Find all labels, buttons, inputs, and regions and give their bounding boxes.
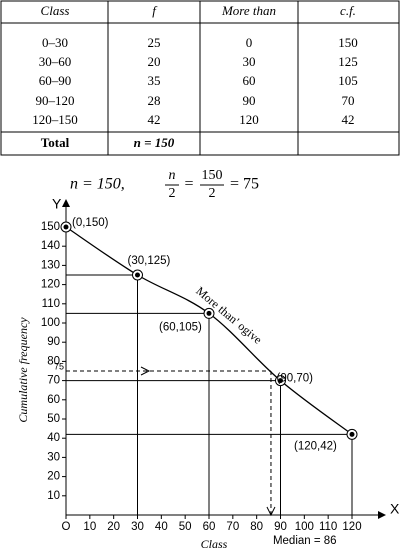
header-cell: Class [41,3,70,18]
chart: X Y O 10 20 30 40 50 60 70 80 90 100 110 120 10 20 30 40 50… [16,196,400,551]
point [63,224,69,230]
half-n-label: 75 [54,361,64,371]
point-label: (0,150) [72,217,109,229]
x-tick-label: 40 [155,521,168,533]
table-cell: 70 [342,93,355,108]
x-axis-label: Class [201,537,228,551]
x-tick-label: 120 [342,521,361,533]
total-label: Total [41,135,70,150]
y-tick-label: 30 [47,451,60,463]
table-cell: 105 [338,73,358,88]
table-cell: 60–90 [39,73,72,88]
point [349,431,355,437]
y-tick-label: 10 [47,490,60,502]
point-label: (60,105) [159,321,202,333]
x-tick-label: 70 [226,521,239,533]
x-tick-label: 110 [319,521,337,533]
header-cell: f [152,3,158,18]
table-cell: 42 [342,112,355,127]
x-tick-label: 50 [179,521,192,533]
table-cell: 60 [243,73,256,88]
table-cell: 125 [338,54,358,69]
frac-num: 150 [202,168,223,183]
table-cell: 30–60 [39,54,72,69]
point-label: (90,70) [277,373,314,385]
frac-den: 2 [169,186,176,201]
table-cell: 90–120 [36,93,75,108]
y-tick-label: 50 [47,413,60,425]
table-cell: 35 [148,73,161,88]
point-label: (30,125) [128,255,171,267]
y-tick-label: 150 [41,221,60,233]
y-tick-label: 60 [47,394,60,406]
x-tick-label: 100 [295,521,314,533]
y-tick-label: 20 [47,471,60,483]
formula-n: n = 150, [70,176,125,193]
point [278,378,283,384]
arrow-head [266,506,276,517]
x-tick-label: 60 [203,521,216,533]
x-tick-label: 90 [274,521,287,533]
y-tick-label: 120 [41,279,60,291]
header-cell: c.f. [340,3,356,18]
y-tick-label: 140 [41,240,60,252]
table-cell: 0 [246,35,253,50]
table: Total n = 150 [0,0,400,156]
y-axis-label: Cumulative frequency [16,317,30,423]
y-tick-label: 130 [41,259,60,271]
table-cell: 0–30 [42,35,68,50]
x-tick-label: O [62,521,71,533]
arrow-head [140,366,151,376]
formula: n = 150, n 2 = 150 2 = 75 [70,168,259,201]
table-cell: 30 [243,54,256,69]
formula-result: = 75 [230,176,259,193]
y-tick-label: 90 [47,336,60,348]
total-value: n = 150 [134,135,175,150]
y-tick-label: 70 [47,375,60,387]
x-axis-letter: X [390,501,400,517]
median-label: Median = 86 [273,535,337,547]
y-axis-letter: Y [52,196,62,212]
table-cell: 120–150 [32,112,78,127]
equals: = [184,176,193,193]
point-label: (120,42) [294,440,337,452]
point [206,310,212,316]
frac-num: n [169,168,176,183]
y-tick-label: 110 [42,298,60,310]
x-tick-label: 30 [131,521,144,533]
table-cell: 150 [338,35,358,50]
table-cell: 42 [148,112,161,127]
table-cell: 28 [148,93,161,108]
y-tick-label: 100 [41,317,60,329]
y-tick-label: 80 [47,355,60,367]
x-tick-label: 80 [250,521,263,533]
table-cell: 90 [243,93,256,108]
table-cell: 120 [239,112,259,127]
point [135,272,140,278]
x-tick-label: 10 [83,521,96,533]
y-arrow [62,199,70,207]
frac-den: 2 [209,186,216,201]
y-tick-label: 40 [47,432,60,444]
header-cell: More than [221,3,276,18]
table-cell: 25 [148,35,161,50]
x-arrow [378,511,386,519]
x-tick-label: 20 [107,521,120,533]
table-cell: 20 [148,54,161,69]
